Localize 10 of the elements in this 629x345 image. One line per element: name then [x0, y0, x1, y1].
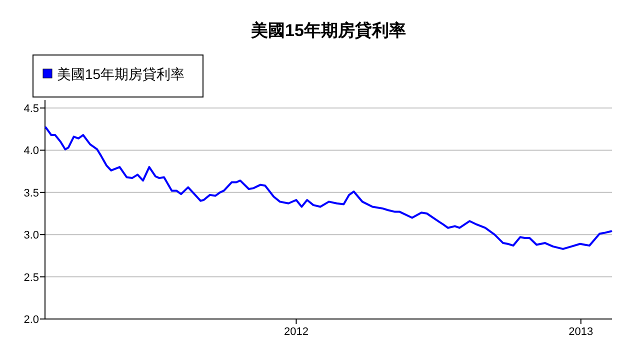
y-tick-label: 4.0	[24, 145, 39, 158]
y-tick-label: 4.5	[24, 103, 39, 115]
y-tick-label: 2.0	[24, 314, 39, 326]
y-tick-label: 3.0	[24, 230, 39, 242]
y-tick-label: 3.5	[24, 187, 39, 200]
y-tick-label: 2.5	[24, 272, 39, 284]
x-tick-label: 2012	[284, 326, 308, 338]
chart-title: 美國15年期房貸利率	[250, 21, 406, 40]
x-tick-label: 2013	[568, 326, 594, 338]
legend-label: 美國15年期房貸利率	[57, 66, 185, 82]
